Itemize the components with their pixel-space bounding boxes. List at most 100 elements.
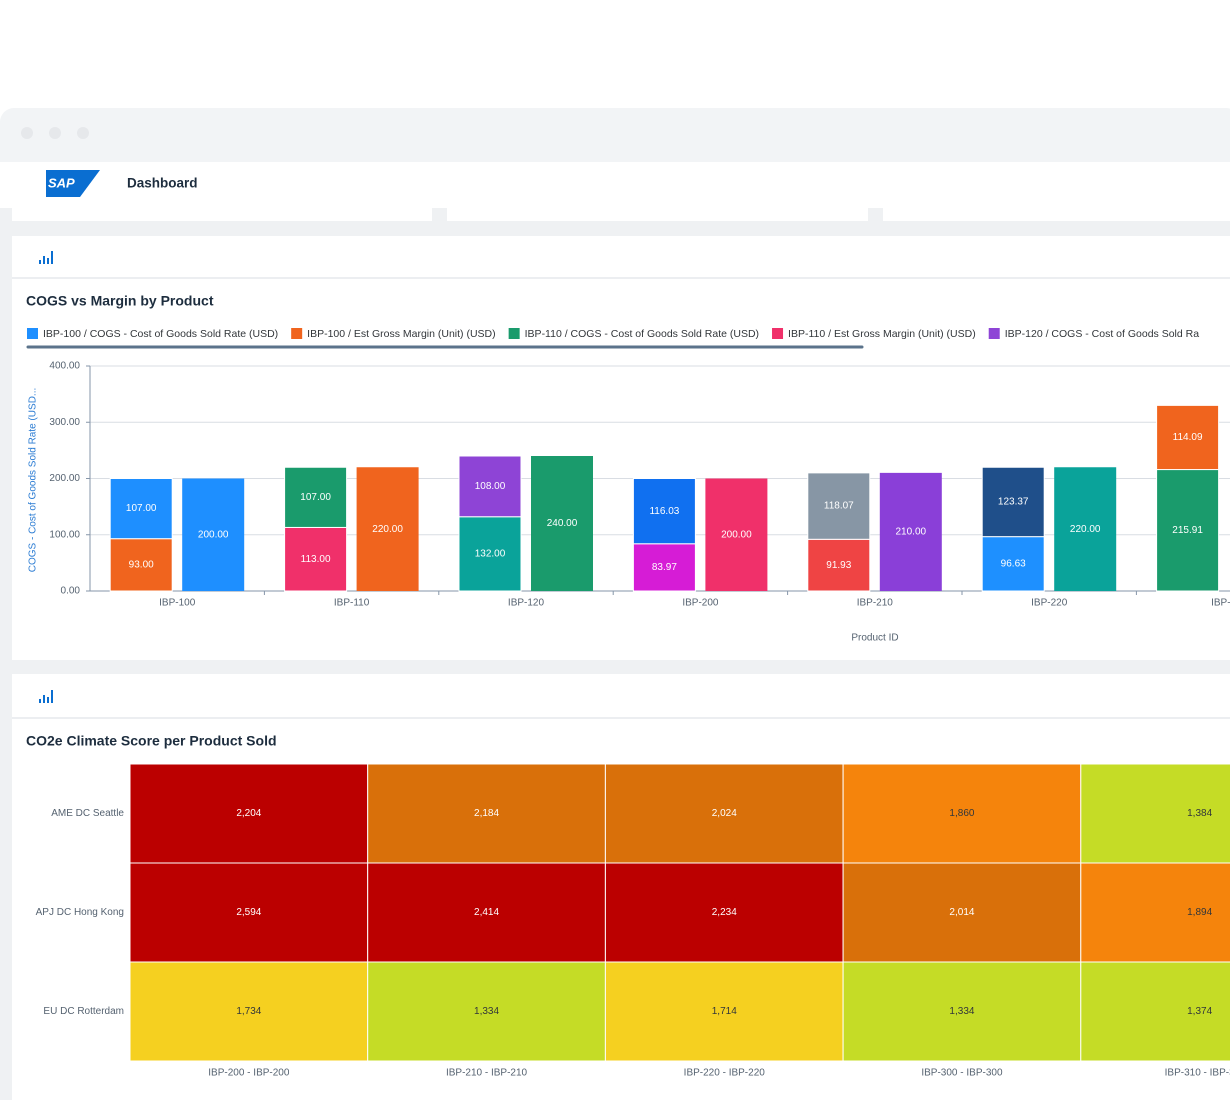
column-label: IBP-310 - IBP-3	[1165, 1068, 1230, 1079]
data-label: 96.63	[1001, 558, 1026, 569]
x-axis-title: Product ID	[851, 633, 898, 644]
bar-segment	[284, 526, 348, 592]
bar-segment	[284, 466, 348, 528]
heatmap-cell	[1080, 961, 1230, 1062]
chart-title: CO2e Climate Score per Product Sold	[26, 733, 277, 749]
data-label: 118.07	[824, 501, 854, 512]
y-tick-label: 200.00	[49, 473, 80, 484]
chart-icon[interactable]	[39, 251, 53, 264]
tile[interactable]	[447, 208, 868, 221]
legend-label: IBP-110 / COGS - Cost of Goods Sold Rate…	[525, 328, 759, 340]
heatmap-cell	[604, 961, 844, 1062]
bar	[705, 478, 768, 591]
y-tick-label: 300.00	[49, 417, 80, 428]
page-title: Dashboard	[127, 176, 198, 191]
x-tick-label: IBP-120	[508, 598, 545, 609]
heatmap-cell	[604, 862, 844, 963]
bar-segment	[632, 543, 696, 592]
bar-segment	[807, 472, 871, 540]
cell-label: 1,384	[1187, 808, 1212, 819]
data-label: 116.03	[649, 506, 679, 517]
logo[interactable]	[46, 170, 100, 197]
data-label: 132.00	[475, 549, 506, 560]
bar	[879, 472, 942, 591]
cell-label: 2,024	[712, 808, 737, 819]
legend-label: IBP-120 / COGS - Cost of Goods Sold Ra	[1005, 328, 1199, 340]
data-label: 210.00	[896, 527, 927, 538]
bar	[1054, 467, 1117, 591]
bar-segment	[458, 516, 522, 592]
bar-segment	[109, 538, 173, 592]
data-label: 220.00	[1070, 524, 1101, 535]
data-label: 93.00	[129, 559, 154, 570]
x-tick-label: IBP-110	[334, 598, 370, 609]
heatmap-cell	[129, 961, 369, 1062]
data-label: 113.00	[301, 554, 331, 565]
cell-label: 1,334	[474, 1006, 499, 1017]
tile[interactable]	[12, 208, 432, 221]
data-label: 83.97	[652, 562, 677, 573]
legend-label: IBP-110 / Est Gross Margin (Unit) (USD)	[788, 328, 976, 340]
bar-segment	[632, 478, 696, 545]
bar-segment	[807, 538, 871, 592]
cell-label: 2,414	[474, 907, 499, 918]
logo-text: SAP	[48, 175, 75, 190]
heatmap-cell	[842, 763, 1082, 864]
legend-swatch	[27, 328, 38, 339]
bar	[531, 456, 593, 591]
data-label: 200.00	[721, 529, 752, 540]
shell-bar	[0, 162, 1230, 208]
row-label: EU DC Rotterdam	[43, 1006, 124, 1017]
column-label: IBP-210 - IBP-210	[446, 1068, 528, 1079]
window-dot	[49, 127, 61, 139]
legend-swatch	[508, 328, 520, 339]
data-label: 240.00	[547, 518, 578, 529]
column-label: IBP-200 - IBP-200	[208, 1068, 290, 1079]
heatmap-cell	[842, 961, 1082, 1062]
data-label: 91.93	[826, 560, 851, 571]
heatmap-cell	[367, 763, 606, 864]
data-label: 123.37	[998, 497, 1029, 508]
cell-label: 1,734	[236, 1006, 261, 1017]
data-label: 200.00	[198, 529, 229, 540]
bar-segment	[981, 536, 1045, 592]
data-label: 114.09	[1173, 432, 1203, 443]
cell-label: 2,204	[236, 808, 261, 819]
legend-label: IBP-100 / Est Gross Margin (Unit) (USD)	[307, 328, 495, 340]
legend-label: IBP-100 / COGS - Cost of Goods Sold Rate…	[43, 328, 278, 340]
bar-segment	[981, 466, 1045, 538]
window-dot	[77, 127, 89, 139]
row-label: APJ DC Hong Kong	[36, 907, 124, 918]
cell-label: 1,374	[1187, 1006, 1212, 1017]
column-label: IBP-220 - IBP-220	[684, 1068, 766, 1079]
bar-segment	[109, 478, 173, 540]
bar-segment	[1156, 404, 1220, 471]
heatmap-cell	[604, 763, 844, 864]
heatmap-cell	[367, 862, 606, 963]
heatmap-cell	[367, 961, 606, 1062]
tile[interactable]	[883, 208, 1230, 221]
cell-label: 2,594	[236, 907, 261, 918]
legend-swatch	[291, 328, 303, 339]
heatmap-cell	[1080, 862, 1230, 963]
data-label: 107.00	[126, 503, 157, 514]
data-label: 220.00	[372, 524, 403, 535]
cell-label: 1,714	[712, 1006, 737, 1017]
column-label: IBP-300 - IBP-300	[921, 1068, 1003, 1079]
chart-icon[interactable]	[39, 690, 53, 703]
cell-label: 1,860	[949, 808, 974, 819]
cell-label: 2,014	[949, 907, 974, 918]
legend-swatch	[772, 328, 784, 339]
x-tick-label: IBP-210	[857, 598, 894, 609]
legend-swatch	[988, 328, 1000, 339]
cell-label: 2,234	[712, 907, 737, 918]
data-label: 108.00	[475, 481, 506, 492]
window-dot	[21, 127, 33, 139]
bar-segment	[458, 455, 522, 518]
cell-label: 1,894	[1187, 907, 1212, 918]
y-axis-title: COGS - Cost of Goods Sold Rate (USD...	[28, 388, 39, 573]
bar	[182, 478, 245, 591]
heatmap-cell	[129, 763, 369, 864]
